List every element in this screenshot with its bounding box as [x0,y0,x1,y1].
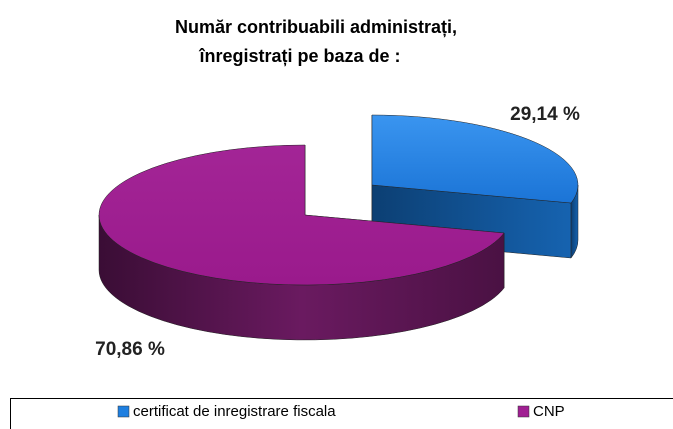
legend-box [10,398,673,429]
slice [98,144,505,286]
legend-label: certificat de inregistrare fiscala [133,403,336,420]
legend: certificat de inregistrare fiscala CNP [117,403,565,420]
legend-label: CNP [533,403,565,420]
legend-swatch [117,405,130,418]
legend-swatch [517,405,530,418]
slice [371,114,579,204]
data-label: 29,14 % [510,104,580,125]
data-label: 70,86 % [95,339,165,360]
chart-title: înregistrați pe baza de : [198,46,400,66]
pie: 29,14 % 70,86 % [95,104,580,360]
chart-title: Număr contribuabili administrați, [175,17,457,37]
